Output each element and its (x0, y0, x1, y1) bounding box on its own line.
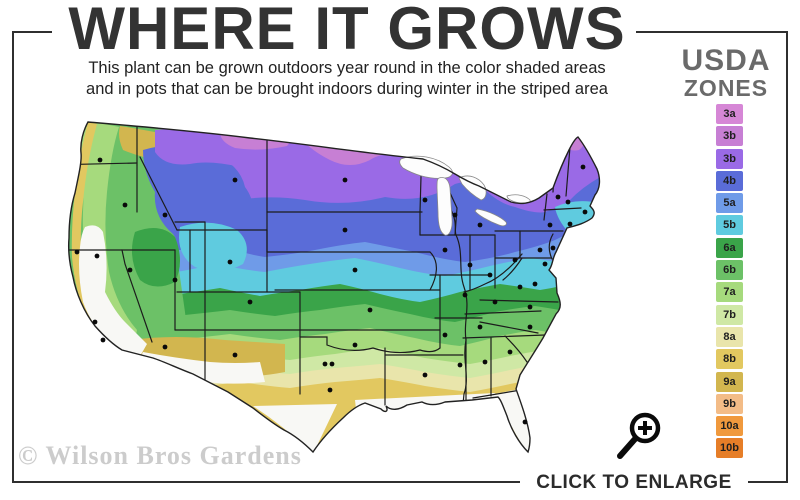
us-outline (67, 121, 601, 454)
legend-zone-swatch: 9a (716, 371, 743, 392)
city-dots (74, 157, 588, 425)
legend-zone-swatch: 10b (716, 438, 743, 459)
legend-zone-swatch: 8a (716, 326, 743, 347)
magnifier-plus-icon[interactable] (612, 408, 668, 464)
legend-zone-swatch: 3b (716, 148, 743, 169)
frame-border-right (786, 31, 788, 483)
frame-border-bottom-left-segment (12, 481, 530, 483)
legend-zone-swatch: 6a (716, 237, 743, 258)
legend-zone-swatch: 3a (716, 104, 743, 124)
zone-shading (68, 122, 600, 452)
subtitle: This plant can be grown outdoors year ro… (40, 58, 654, 100)
legend-title-usda: USDA (681, 44, 771, 77)
legend-zone-swatch: 8b (716, 349, 743, 370)
legend-zone-swatch: 6b (716, 260, 743, 281)
legend-zone-swatch: 4b (716, 170, 743, 191)
legend-zone-swatch: 9b (716, 393, 743, 414)
great-lakes (399, 155, 531, 236)
frame-border-top-right-segment (636, 31, 788, 33)
usda-zone-map[interactable] (25, 112, 665, 478)
legend-zone-swatch: 3b (716, 126, 743, 147)
subtitle-line-1: This plant can be grown outdoors year ro… (88, 59, 606, 77)
frame-border-left (12, 31, 14, 483)
click-to-enlarge-button[interactable]: CLICK TO ENLARGE (520, 472, 748, 494)
legend-zone-list: 3a 3b 3b 4b 5a 5b 6a 6b 7a 7b 8a 8b 9a 9b 10a 10b (716, 104, 743, 461)
state-borders (68, 125, 582, 406)
watermark: © Wilson Bros Gardens (18, 441, 302, 470)
legend-zone-swatch: 7a (716, 282, 743, 303)
legend-title-zones: ZONES (683, 75, 769, 101)
legend-zone-swatch: 7b (716, 304, 743, 325)
legend-zone-swatch: 5a (716, 193, 743, 214)
legend-zone-swatch: 5b (716, 215, 743, 236)
frame-border-top-left-segment (12, 31, 52, 33)
subtitle-line-2: and in pots that can be brought indoors … (86, 80, 608, 98)
page-title: WHERE IT GROWS (68, 0, 626, 62)
legend-zone-swatch: 10a (716, 416, 743, 437)
frame-border-bottom-right-segment (734, 481, 788, 483)
